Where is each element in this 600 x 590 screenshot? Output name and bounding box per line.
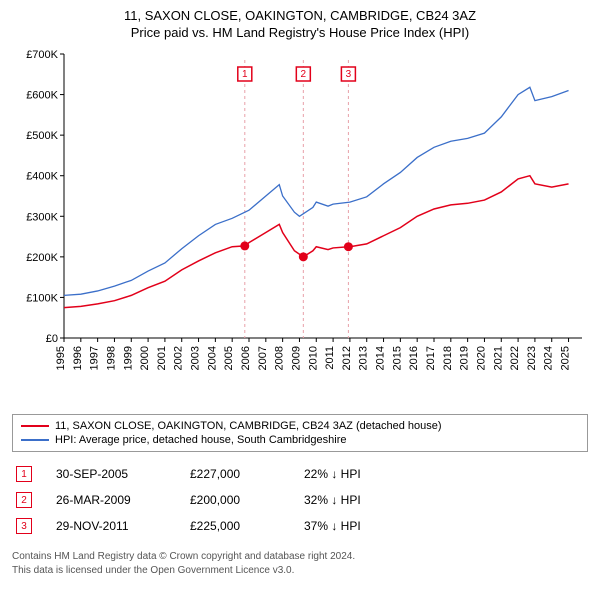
event-row: 1 30-SEP-2005 £227,000 22% ↓ HPI <box>12 462 588 488</box>
chart-container: 11, SAXON CLOSE, OAKINGTON, CAMBRIDGE, C… <box>0 0 600 584</box>
x-tick-label: 2006 <box>240 346 252 370</box>
x-tick-label: 2024 <box>543 346 555 370</box>
event-badge: 2 <box>16 492 32 508</box>
series-property <box>64 176 569 308</box>
event-price: £225,000 <box>190 519 280 533</box>
x-tick-label: 2014 <box>375 346 387 370</box>
x-tick-label: 2009 <box>290 346 302 370</box>
y-tick-label: £500K <box>26 130 58 142</box>
event-badge: 1 <box>16 466 32 482</box>
legend-row: 11, SAXON CLOSE, OAKINGTON, CAMBRIDGE, C… <box>21 419 579 433</box>
x-tick-label: 2004 <box>206 346 218 370</box>
x-tick-label: 2008 <box>274 346 286 370</box>
legend-label: 11, SAXON CLOSE, OAKINGTON, CAMBRIDGE, C… <box>55 420 442 432</box>
event-marker-dot <box>240 241 249 250</box>
series-hpi <box>64 87 569 295</box>
title-main: 11, SAXON CLOSE, OAKINGTON, CAMBRIDGE, C… <box>12 8 588 23</box>
title-block: 11, SAXON CLOSE, OAKINGTON, CAMBRIDGE, C… <box>12 8 588 40</box>
x-tick-label: 2020 <box>475 346 487 370</box>
event-price: £200,000 <box>190 493 280 507</box>
x-tick-label: 2018 <box>442 346 454 370</box>
x-tick-label: 2017 <box>425 346 437 370</box>
x-tick-label: 2011 <box>324 346 336 370</box>
event-price: £227,000 <box>190 467 280 481</box>
x-tick-label: 1997 <box>89 346 101 370</box>
event-date: 29-NOV-2011 <box>56 519 166 533</box>
x-tick-label: 2016 <box>408 346 420 370</box>
event-marker-number: 3 <box>346 69 352 80</box>
x-tick-label: 2003 <box>190 346 202 370</box>
event-delta: 22% ↓ HPI <box>304 467 414 481</box>
x-tick-label: 2023 <box>526 346 538 370</box>
legend-swatch <box>21 439 49 441</box>
x-tick-label: 1995 <box>55 346 67 370</box>
legend-row: HPI: Average price, detached house, Sout… <box>21 433 579 447</box>
x-tick-label: 2007 <box>257 346 269 370</box>
event-date: 26-MAR-2009 <box>56 493 166 507</box>
title-sub: Price paid vs. HM Land Registry's House … <box>12 25 588 40</box>
event-date: 30-SEP-2005 <box>56 467 166 481</box>
y-tick-label: £400K <box>26 171 58 183</box>
x-tick-label: 1996 <box>72 346 84 370</box>
event-row: 2 26-MAR-2009 £200,000 32% ↓ HPI <box>12 488 588 514</box>
x-tick-label: 2012 <box>341 346 353 370</box>
x-tick-label: 2019 <box>459 346 471 370</box>
footer-line1: Contains HM Land Registry data © Crown c… <box>12 550 588 564</box>
event-marker-number: 2 <box>301 69 307 80</box>
x-tick-label: 2022 <box>509 346 521 370</box>
x-tick-label: 2013 <box>358 346 370 370</box>
event-marker-number: 1 <box>242 69 248 80</box>
y-tick-label: £700K <box>26 49 58 61</box>
y-tick-label: £600K <box>26 90 58 102</box>
event-table: 1 30-SEP-2005 £227,000 22% ↓ HPI 2 26-MAR-200… <box>12 462 588 540</box>
x-tick-label: 2025 <box>560 346 572 370</box>
y-tick-label: £300K <box>26 211 58 223</box>
x-tick-label: 1999 <box>122 346 134 370</box>
chart-svg: £0 £100K £200K £300K £400K £500K £600K £700K 199… <box>12 48 588 408</box>
y-tick-label: £200K <box>26 252 58 264</box>
x-tick-label: 2021 <box>492 346 504 370</box>
event-badge: 3 <box>16 518 32 534</box>
y-tick-label: £0 <box>46 333 58 345</box>
legend-label: HPI: Average price, detached house, Sout… <box>55 434 346 446</box>
event-delta: 37% ↓ HPI <box>304 519 414 533</box>
event-marker-dot <box>299 252 308 261</box>
legend-swatch <box>21 425 49 427</box>
y-tick-label: £100K <box>26 292 58 304</box>
x-tick-label: 2002 <box>173 346 185 370</box>
chart-plot-area: £0 £100K £200K £300K £400K £500K £600K £700K 199… <box>12 48 588 408</box>
x-tick-label: 2001 <box>156 346 168 370</box>
footer: Contains HM Land Registry data © Crown c… <box>12 550 588 578</box>
event-marker-dot <box>344 242 353 251</box>
footer-line2: This data is licensed under the Open Gov… <box>12 564 588 578</box>
event-row: 3 29-NOV-2011 £225,000 37% ↓ HPI <box>12 514 588 540</box>
x-tick-label: 2005 <box>223 346 235 370</box>
legend: 11, SAXON CLOSE, OAKINGTON, CAMBRIDGE, C… <box>12 414 588 452</box>
x-tick-label: 2015 <box>391 346 403 370</box>
x-tick-label: 2010 <box>307 346 319 370</box>
event-delta: 32% ↓ HPI <box>304 493 414 507</box>
x-tick-label: 2000 <box>139 346 151 370</box>
x-tick-label: 1998 <box>105 346 117 370</box>
